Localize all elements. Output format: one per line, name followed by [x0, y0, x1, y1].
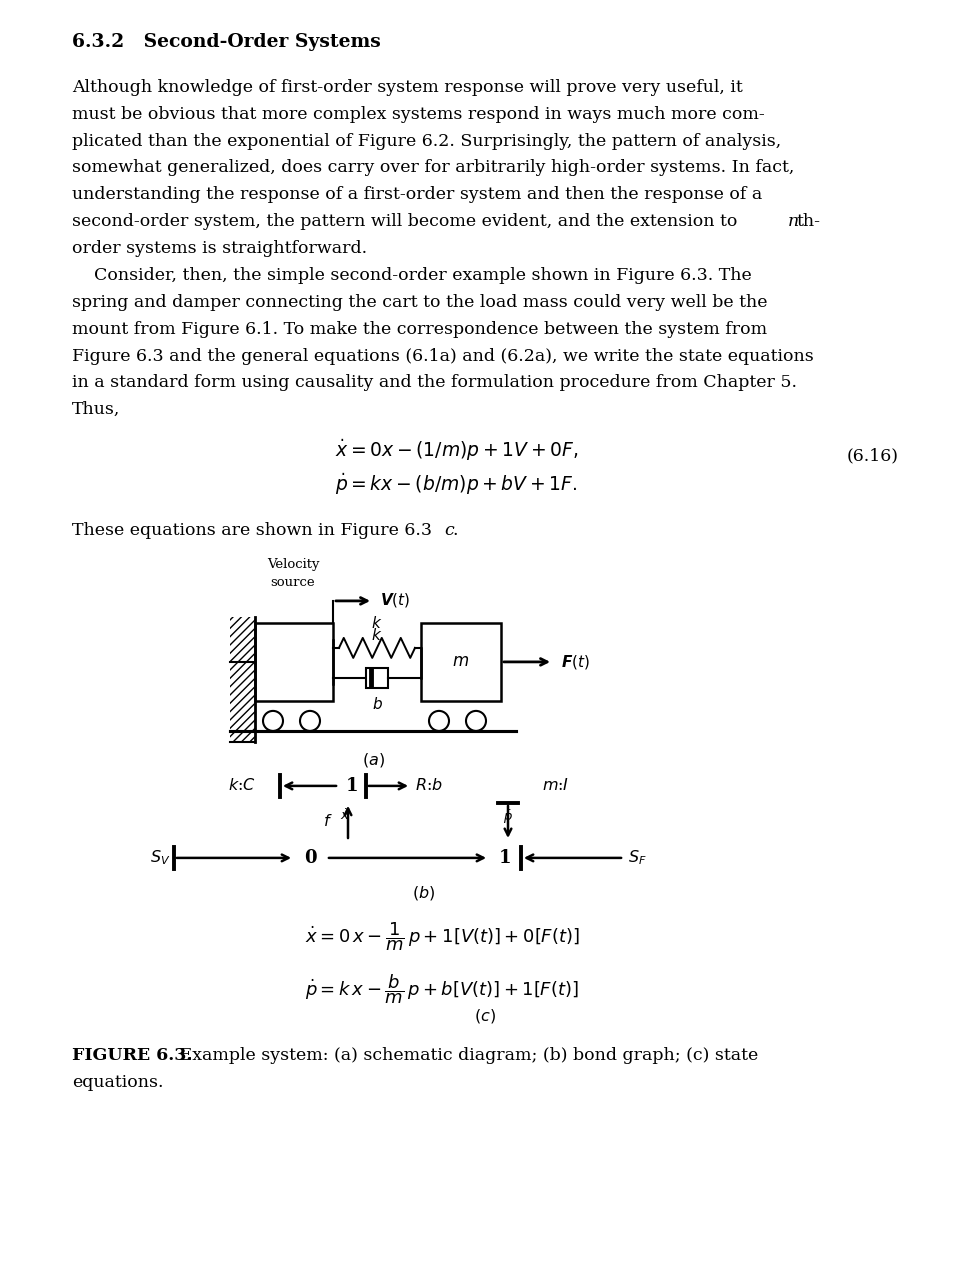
Text: $(b)$: $(b)$	[413, 884, 436, 902]
Text: $f$: $f$	[323, 813, 333, 830]
Text: $\dot{x} = 0x - (1/m)p + 1V + 0F,$: $\dot{x} = 0x - (1/m)p + 1V + 0F,$	[335, 438, 579, 464]
Text: must be obvious that more complex systems respond in ways much more com-: must be obvious that more complex system…	[72, 105, 765, 123]
Bar	[255, 623, 333, 700]
Text: FIGURE 6.3.: FIGURE 6.3.	[72, 1047, 192, 1064]
Text: $\bfit{V}$$(t)$: $\bfit{V}$$(t)$	[380, 591, 411, 609]
Text: Velocity: Velocity	[267, 558, 319, 571]
Text: $k$: $k$	[371, 627, 383, 642]
Text: Consider, then, the simple second-order example shown in Figure 6.3. The: Consider, then, the simple second-order …	[72, 267, 752, 284]
Text: 0: 0	[304, 849, 317, 867]
Text: $m$: $m$	[452, 653, 470, 671]
Text: c: c	[445, 522, 454, 538]
Text: .: .	[452, 522, 458, 538]
Text: $b$: $b$	[372, 696, 383, 712]
Text: These equations are shown in Figure 6.3: These equations are shown in Figure 6.3	[72, 522, 432, 538]
Bar	[230, 731, 516, 744]
Circle shape	[300, 711, 320, 731]
Text: in a standard form using causality and the formulation procedure from Chapter 5.: in a standard form using causality and t…	[72, 374, 797, 392]
Text: Although knowledge of first-order system response will prove very useful, it: Although knowledge of first-order system…	[72, 78, 743, 96]
Text: th-: th-	[796, 213, 820, 230]
Circle shape	[263, 711, 283, 731]
Text: $\dot{x} = 0\,x - \dfrac{1}{m}\,p + 1[V(t)] + 0[F(t)]$: $\dot{x} = 0\,x - \dfrac{1}{m}\,p + 1[V(…	[305, 920, 580, 952]
Text: $\dot{p} = k\,x - \dfrac{b}{m}\,p + b[V(t)] + 1[F(t)]$: $\dot{p} = k\,x - \dfrac{b}{m}\,p + b[V(…	[305, 971, 579, 1006]
Text: mount from Figure 6.1. To make the correspondence between the system from: mount from Figure 6.1. To make the corre…	[72, 321, 767, 338]
Bar	[230, 617, 255, 741]
Text: Example system: (a) schematic diagram; (b) bond graph; (c) state: Example system: (a) schematic diagram; (…	[174, 1047, 758, 1064]
Text: $k$:$C$: $k$:$C$	[228, 777, 255, 794]
Text: order systems is straightforward.: order systems is straightforward.	[72, 240, 367, 257]
Text: source: source	[271, 576, 316, 589]
Text: somewhat generalized, does carry over for arbitrarily high-order systems. In fac: somewhat generalized, does carry over fo…	[72, 159, 794, 176]
Text: 1: 1	[346, 777, 358, 795]
Text: plicated than the exponential of Figure 6.2. Surprisingly, the pattern of analys: plicated than the exponential of Figure …	[72, 132, 782, 149]
Text: $S_F$: $S_F$	[628, 848, 647, 867]
Text: 1: 1	[499, 849, 512, 867]
Text: Thus,: Thus,	[72, 401, 120, 418]
Text: Figure 6.3 and the general equations (6.1a) and (6.2a), we write the state equat: Figure 6.3 and the general equations (6.…	[72, 347, 814, 365]
Text: 6.3.2   Second-Order Systems: 6.3.2 Second-Order Systems	[72, 33, 381, 51]
Text: $S_V$: $S_V$	[150, 848, 170, 867]
Circle shape	[466, 711, 486, 731]
Text: $k$: $k$	[371, 616, 383, 631]
Bar	[366, 668, 388, 687]
Text: $(c)$: $(c)$	[474, 1007, 496, 1025]
Text: equations.: equations.	[72, 1074, 163, 1091]
Text: $(a)$: $(a)$	[361, 750, 385, 768]
Text: understanding the response of a first-order system and then the response of a: understanding the response of a first-or…	[72, 186, 762, 203]
Text: second-order system, the pattern will become evident, and the extension to: second-order system, the pattern will be…	[72, 213, 743, 230]
Text: $m$:$I$: $m$:$I$	[542, 777, 569, 794]
Circle shape	[429, 711, 449, 731]
Text: $\dot{p}$: $\dot{p}$	[503, 808, 513, 825]
Text: spring and damper connecting the cart to the load mass could very well be the: spring and damper connecting the cart to…	[72, 294, 767, 311]
Text: $\dot{p} = kx - (b/m)p + bV + 1F.$: $\dot{p} = kx - (b/m)p + bV + 1F.$	[335, 472, 578, 497]
Text: $R$:$b$: $R$:$b$	[415, 777, 443, 794]
Text: n: n	[788, 213, 799, 230]
Bar	[421, 623, 501, 700]
Text: (6.16): (6.16)	[847, 447, 899, 464]
Text: $\bfit{F}$$(t)$: $\bfit{F}$$(t)$	[561, 653, 590, 671]
Text: $\dot{x}$: $\dot{x}$	[340, 808, 351, 822]
